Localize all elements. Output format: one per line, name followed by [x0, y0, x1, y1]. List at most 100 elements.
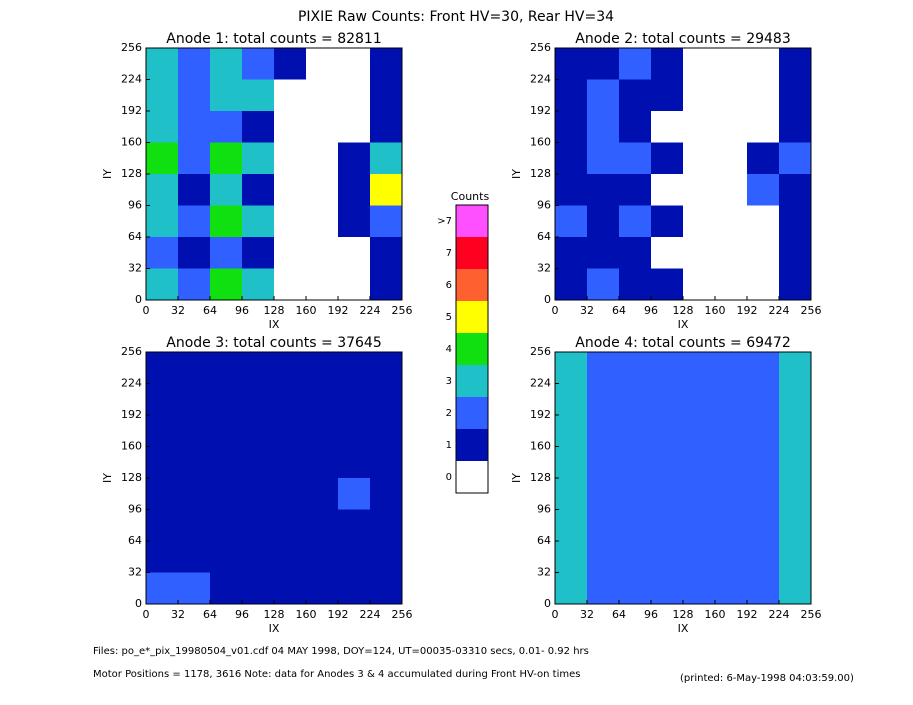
heatmap-cell	[683, 205, 715, 237]
y-tick-label: 0	[544, 293, 551, 306]
heatmap-cell	[338, 111, 370, 143]
y-tick-label: 64	[128, 230, 142, 243]
heatmap-cell	[274, 79, 306, 111]
heatmap-cell	[242, 174, 274, 206]
y-tick-label: 32	[128, 262, 142, 275]
heatmap-cell	[146, 415, 178, 447]
heatmap-cell	[587, 541, 619, 573]
heatmap-cell	[555, 352, 587, 384]
heatmap-cell	[747, 509, 779, 541]
footer-motor: Motor Positions = 1178, 3616 Note: data …	[93, 669, 580, 680]
heatmap-cell	[370, 446, 402, 478]
colorbar-swatch	[456, 365, 488, 397]
colorbar-frame	[455, 204, 489, 494]
x-tick-label: 256	[801, 304, 822, 317]
heatmap-cell	[715, 415, 747, 447]
heatmap-cell	[146, 446, 178, 478]
heatmap-cell	[747, 237, 779, 269]
y-tick-label: 160	[121, 440, 142, 453]
heatmap-cell	[242, 541, 274, 573]
y-axis-label: IY	[510, 169, 523, 179]
heatmap-cell	[210, 415, 242, 447]
heatmap-cell	[146, 509, 178, 541]
heatmap-cell	[274, 509, 306, 541]
heatmap-cell	[242, 352, 274, 384]
heatmap-cell	[651, 237, 683, 269]
heatmap-cell	[555, 383, 587, 415]
heatmap-cell	[587, 446, 619, 478]
heatmap-cell	[338, 79, 370, 111]
x-tick-label: 160	[705, 608, 726, 621]
heatmap-cell	[338, 541, 370, 573]
heatmap-cell	[370, 268, 402, 300]
heatmap-cell	[715, 268, 747, 300]
colorbar-label: Counts	[451, 190, 490, 203]
heatmap-cell	[651, 352, 683, 384]
heatmap-cell	[338, 383, 370, 415]
y-tick-label: 128	[530, 471, 551, 484]
x-axis-label: IX	[269, 318, 280, 331]
heatmap-cell	[587, 111, 619, 143]
heatmap-cell	[619, 541, 651, 573]
heatmap-cell	[619, 352, 651, 384]
heatmap-cell	[747, 205, 779, 237]
x-tick-label: 224	[769, 608, 790, 621]
y-tick-label: 256	[530, 345, 551, 358]
heatmap-cell	[178, 415, 210, 447]
heatmap-cell	[715, 572, 747, 604]
heatmap-cell	[306, 237, 338, 269]
heatmap-cell	[651, 79, 683, 111]
heatmap-cell	[555, 174, 587, 206]
colorbar-swatch	[456, 301, 488, 333]
heatmap-cell	[274, 111, 306, 143]
heatmap-cell	[747, 79, 779, 111]
heatmap-cell	[242, 383, 274, 415]
heatmap-cell	[370, 142, 402, 174]
x-tick-label: 0	[552, 608, 559, 621]
y-tick-label: 192	[530, 408, 551, 421]
colorbar-swatch	[456, 461, 488, 493]
heatmap-cell	[370, 352, 402, 384]
x-axis-label: IX	[678, 622, 689, 635]
y-tick-label: 160	[121, 136, 142, 149]
heatmap-cell	[338, 142, 370, 174]
heatmap-cell	[587, 572, 619, 604]
heatmap-cell	[651, 268, 683, 300]
heatmap-cell	[747, 48, 779, 80]
heatmap-cell	[747, 415, 779, 447]
heatmap-cell	[210, 541, 242, 573]
y-tick-label: 96	[537, 199, 551, 212]
heatmap-cell	[242, 415, 274, 447]
heatmap-cell	[587, 79, 619, 111]
y-tick-label: 64	[537, 230, 551, 243]
y-tick-label: 192	[121, 408, 142, 421]
heatmap-cell	[242, 509, 274, 541]
heatmap-cell	[306, 48, 338, 80]
heatmap-cell	[370, 478, 402, 510]
y-tick-label: 96	[537, 503, 551, 516]
y-tick-label: 192	[121, 104, 142, 117]
heatmap-cell	[306, 142, 338, 174]
heatmap-cell	[683, 48, 715, 80]
heatmap-cell	[747, 268, 779, 300]
page-title: PIXIE Raw Counts: Front HV=30, Rear HV=3…	[298, 9, 614, 25]
x-tick-label: 32	[580, 304, 594, 317]
heatmap-cell	[747, 174, 779, 206]
heatmap-cell	[210, 237, 242, 269]
heatmap-cell	[146, 79, 178, 111]
heatmap-cell	[338, 48, 370, 80]
colorbar-swatch	[456, 205, 488, 237]
heatmap-cell	[779, 174, 811, 206]
heatmap-cell	[779, 446, 811, 478]
x-tick-label: 160	[296, 608, 317, 621]
heatmap-cell	[210, 142, 242, 174]
heatmap-cell	[683, 268, 715, 300]
heatmap-cell	[274, 205, 306, 237]
heatmap-cell	[747, 383, 779, 415]
heatmap-cell	[274, 268, 306, 300]
heatmap-cell	[683, 541, 715, 573]
heatmap-cell	[178, 572, 210, 604]
heatmap-cell	[715, 142, 747, 174]
y-tick-label: 0	[135, 293, 142, 306]
x-tick-label: 128	[673, 608, 694, 621]
